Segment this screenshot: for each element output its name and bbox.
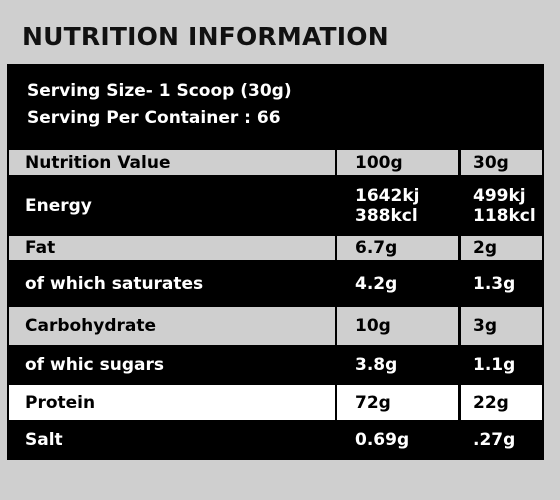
row-energy-30g: 499kj 118kcl	[461, 177, 542, 234]
row-energy-label: Energy	[9, 177, 335, 234]
row-carbohydrate-label: Carbohydrate	[9, 307, 335, 345]
row-fat-100g: 6.7g	[337, 236, 458, 260]
header-col-100g: 100g	[337, 150, 458, 175]
serving-info: Serving Size- 1 Scoop (30g) Serving Per …	[7, 64, 544, 148]
row-sugars-30g: 1.1g	[461, 347, 542, 383]
row-protein-100g: 72g	[337, 385, 458, 420]
row-protein-label: Protein	[9, 385, 335, 420]
row-saturates-label: of which saturates	[9, 262, 335, 305]
row-sugars-100g: 3.8g	[337, 347, 458, 383]
serving-per-container: Serving Per Container : 66	[27, 108, 281, 128]
row-saturates-100g: 4.2g	[337, 262, 458, 305]
row-carbohydrate-30g: 3g	[461, 307, 542, 345]
row-energy-100g: 1642kj 388kcl	[337, 177, 458, 234]
row-protein-30g: 22g	[461, 385, 542, 420]
page-title: NUTRITION INFORMATION	[22, 22, 389, 51]
row-salt-100g: 0.69g	[337, 422, 458, 458]
row-saturates-30g: 1.3g	[461, 262, 542, 305]
row-fat-30g: 2g	[461, 236, 542, 260]
row-salt-label: Salt	[9, 422, 335, 458]
serving-size: Serving Size- 1 Scoop (30g)	[27, 81, 292, 101]
header-label: Nutrition Value	[9, 150, 335, 175]
row-fat-label: Fat	[9, 236, 335, 260]
row-sugars-label: of whic sugars	[9, 347, 335, 383]
row-carbohydrate-100g: 10g	[337, 307, 458, 345]
row-salt-30g: .27g	[461, 422, 542, 458]
header-col-30g: 30g	[461, 150, 542, 175]
